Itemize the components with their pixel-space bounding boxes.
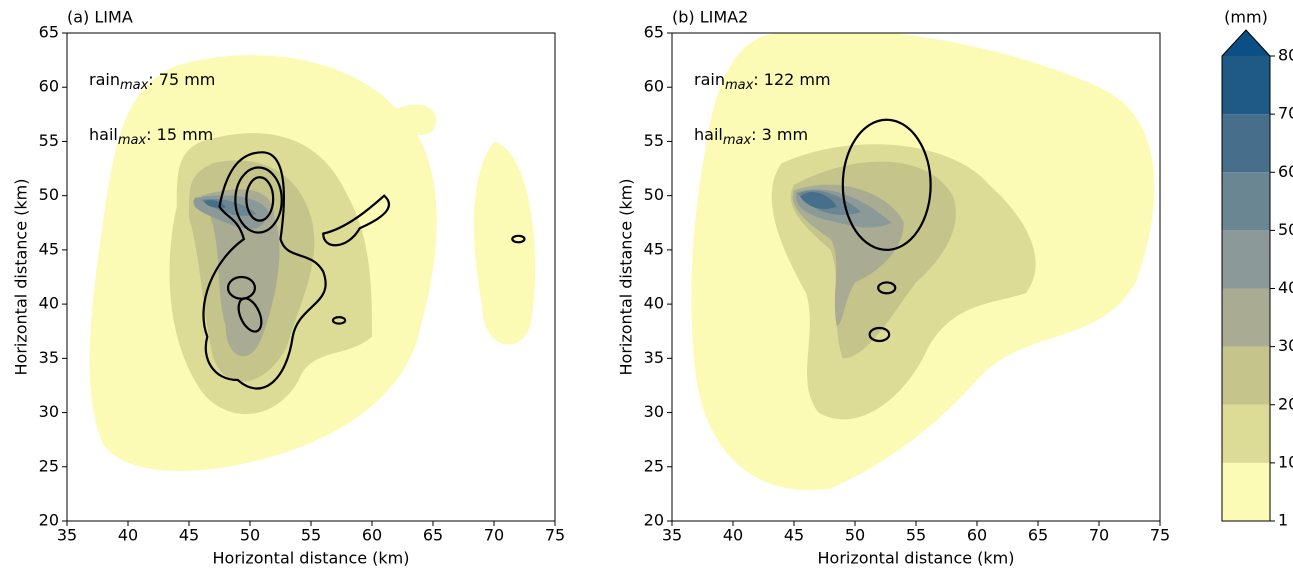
colorbar-segment <box>1222 56 1270 115</box>
panel-title: (a) LIMA <box>67 8 133 27</box>
x-tick-label: 55 <box>301 526 321 545</box>
annotation-subscript: max <box>118 133 147 148</box>
colorbar-label: (mm) <box>1224 8 1268 27</box>
x-tick-label: 75 <box>1150 526 1170 545</box>
x-tick-label: 35 <box>57 526 77 545</box>
annotation: hailmax: 15 mm <box>89 125 213 148</box>
x-tick-label: 65 <box>423 526 443 545</box>
y-tick-label: 55 <box>39 131 59 150</box>
colorbar-outline <box>1221 29 1271 522</box>
colorbar-segment <box>1222 230 1270 289</box>
hail-contour <box>234 296 266 335</box>
y-tick-label: 55 <box>644 131 664 150</box>
x-tick-label: 40 <box>723 526 743 545</box>
x-tick-label: 70 <box>1089 526 1109 545</box>
annotation-subscript: max <box>120 78 149 93</box>
x-tick-label: 65 <box>1028 526 1048 545</box>
y-tick-label: 45 <box>644 239 664 258</box>
hail-contour <box>870 328 890 341</box>
annotation-label: rain <box>89 70 120 89</box>
x-tick-label: 70 <box>484 526 504 545</box>
hail-contour <box>512 236 524 243</box>
x-tick-label: 50 <box>240 526 260 545</box>
y-tick-label: 50 <box>644 185 664 204</box>
colorbar-segment <box>1222 288 1270 347</box>
hail-contour <box>246 177 273 220</box>
panel-title: (b) LIMA2 <box>672 8 748 27</box>
hail-contour <box>333 317 345 324</box>
y-tick-label: 65 <box>39 23 59 42</box>
y-tick-label: 50 <box>39 185 59 204</box>
annotation-subscript: max <box>725 78 754 93</box>
hail-contour <box>203 152 325 388</box>
hail-contour <box>235 167 281 232</box>
annotation: hailmax: 3 mm <box>694 125 808 148</box>
y-tick-label: 25 <box>644 456 664 475</box>
y-tick-label: 30 <box>39 402 59 421</box>
annotation: rainmax: 122 mm <box>694 70 831 93</box>
y-tick-label: 60 <box>644 77 664 96</box>
contour-field <box>691 33 1155 490</box>
y-tick-label: 45 <box>39 239 59 258</box>
y-tick-label: 65 <box>644 23 664 42</box>
x-tick-label: 55 <box>906 526 926 545</box>
annotation-suffix: : 15 mm <box>146 125 213 144</box>
y-axis-label: Horizontal distance (km) <box>617 179 636 376</box>
x-axis-label: Horizontal distance (km) <box>213 549 410 568</box>
colorbar-tick-label: 20 <box>1278 394 1293 413</box>
annotation-label: hail <box>89 125 118 144</box>
colorbar-tick-label: 1 <box>1278 511 1288 530</box>
hail-contour <box>843 120 931 250</box>
colorbar-segment <box>1222 462 1270 521</box>
colorbar-segment <box>1222 404 1270 463</box>
colorbar-segment <box>1222 172 1270 231</box>
contour-field <box>89 55 536 472</box>
x-tick-label: 45 <box>179 526 199 545</box>
colorbar-tick-label: 70 <box>1278 104 1293 123</box>
y-tick-label: 30 <box>644 402 664 421</box>
y-tick-label: 35 <box>644 348 664 367</box>
annotation-suffix: : 75 mm <box>148 70 215 89</box>
x-tick-label: 50 <box>845 526 865 545</box>
colorbar-extension <box>1222 30 1270 56</box>
annotation-suffix: : 3 mm <box>751 125 808 144</box>
y-tick-label: 20 <box>644 511 664 530</box>
y-axis-label: Horizontal distance (km) <box>12 179 31 376</box>
x-tick-label: 35 <box>662 526 682 545</box>
x-tick-label: 60 <box>967 526 987 545</box>
colorbar-tick-label: 80 <box>1278 46 1293 65</box>
hail-contour <box>323 196 389 246</box>
y-tick-label: 60 <box>39 77 59 96</box>
contour-fill <box>800 192 837 210</box>
y-tick-label: 20 <box>39 511 59 530</box>
y-tick-label: 35 <box>39 348 59 367</box>
hail-contour <box>878 282 895 293</box>
annotation: rainmax: 75 mm <box>89 70 215 93</box>
y-tick-label: 25 <box>39 456 59 475</box>
colorbar-tick-label: 40 <box>1278 278 1293 297</box>
annotation-subscript: max <box>723 133 752 148</box>
x-tick-label: 75 <box>545 526 565 545</box>
colorbar-tick-label: 50 <box>1278 220 1293 239</box>
annotation-label: hail <box>694 125 723 144</box>
colorbar-segment <box>1222 114 1270 173</box>
annotation-label: rain <box>694 70 725 89</box>
x-tick-label: 40 <box>118 526 138 545</box>
x-tick-label: 45 <box>784 526 804 545</box>
colorbar-tick-label: 30 <box>1278 336 1293 355</box>
x-tick-label: 60 <box>362 526 382 545</box>
x-axis-label: Horizontal distance (km) <box>818 549 1015 568</box>
annotation-suffix: : 122 mm <box>753 70 830 89</box>
y-tick-label: 40 <box>644 294 664 313</box>
y-tick-label: 40 <box>39 294 59 313</box>
colorbar-tick-label: 10 <box>1278 452 1293 471</box>
colorbar-segment <box>1222 346 1270 405</box>
colorbar-tick-label: 60 <box>1278 162 1293 181</box>
